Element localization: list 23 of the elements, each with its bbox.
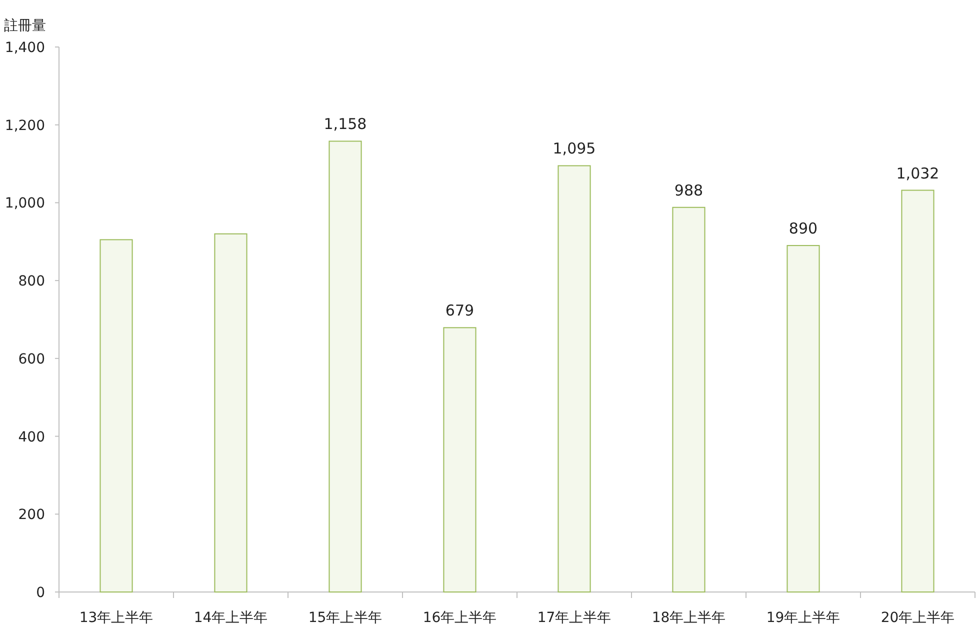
value-label: 988 (674, 181, 704, 200)
ytick: 1,000 (4, 196, 45, 212)
xtick: 14年上半年 (194, 610, 268, 626)
value-label: 1,032 (896, 164, 940, 182)
xtick: 20年上半年 (880, 610, 955, 626)
xtick: 15年上半年 (308, 610, 382, 626)
ytick: 1,400 (4, 40, 45, 56)
xtick: 13年上半年 (79, 610, 154, 626)
value-label: 1,158 (324, 115, 367, 134)
value-label: 679 (445, 302, 474, 320)
value-label: 890 (788, 220, 818, 238)
ytick: 600 (18, 351, 45, 368)
ytick: 800 (18, 274, 45, 290)
ylabel: 註冊量 (4, 18, 46, 34)
value-label: 1,095 (552, 140, 596, 158)
ytick: 400 (18, 429, 45, 446)
ytick: 1,200 (4, 118, 45, 134)
ytick: 200 (18, 507, 45, 524)
xtick: 17年上半年 (537, 610, 612, 626)
xtick: 16年上半年 (422, 610, 497, 626)
xtick: 18年上半年 (652, 610, 726, 626)
ytick: 0 (36, 585, 45, 601)
xtick: 19年上半年 (766, 610, 840, 626)
